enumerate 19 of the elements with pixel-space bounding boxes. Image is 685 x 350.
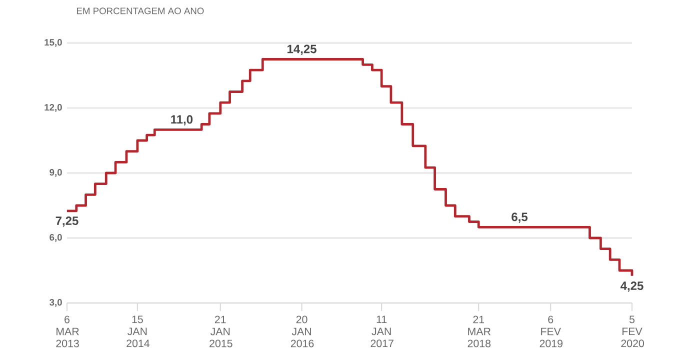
annotation: 7,25 xyxy=(56,216,78,227)
x-tick-label: 20 JAN 2016 xyxy=(290,316,314,348)
x-tick-label: 21 MAR 2018 xyxy=(468,316,491,348)
x-tick-label: 21 JAN 2015 xyxy=(210,316,232,348)
x-tick-label: 11 JAN 2017 xyxy=(370,316,394,348)
annotation: 4,25 xyxy=(620,282,644,292)
y-tick-label: 15,0 xyxy=(44,39,62,47)
x-tick-label: 6 FEV 2019 xyxy=(540,316,562,348)
y-tick-label: 3,0 xyxy=(50,299,62,307)
annotation: 6,5 xyxy=(512,212,528,223)
y-tick-label: 9,0 xyxy=(50,169,62,177)
y-tick-label: 12,0 xyxy=(44,104,62,112)
x-tick-label: 6 MAR 2013 xyxy=(56,316,79,348)
y-axis-title: EM PORCENTAGEM AO ANO xyxy=(77,8,204,14)
y-tick-label: 6,0 xyxy=(50,234,62,242)
x-tick-label: 5 FEV 2020 xyxy=(621,316,644,348)
annotation: 11,0 xyxy=(171,115,193,126)
x-tick-label: 15 JAN 2014 xyxy=(126,316,150,348)
annotation: 14,25 xyxy=(288,44,316,55)
